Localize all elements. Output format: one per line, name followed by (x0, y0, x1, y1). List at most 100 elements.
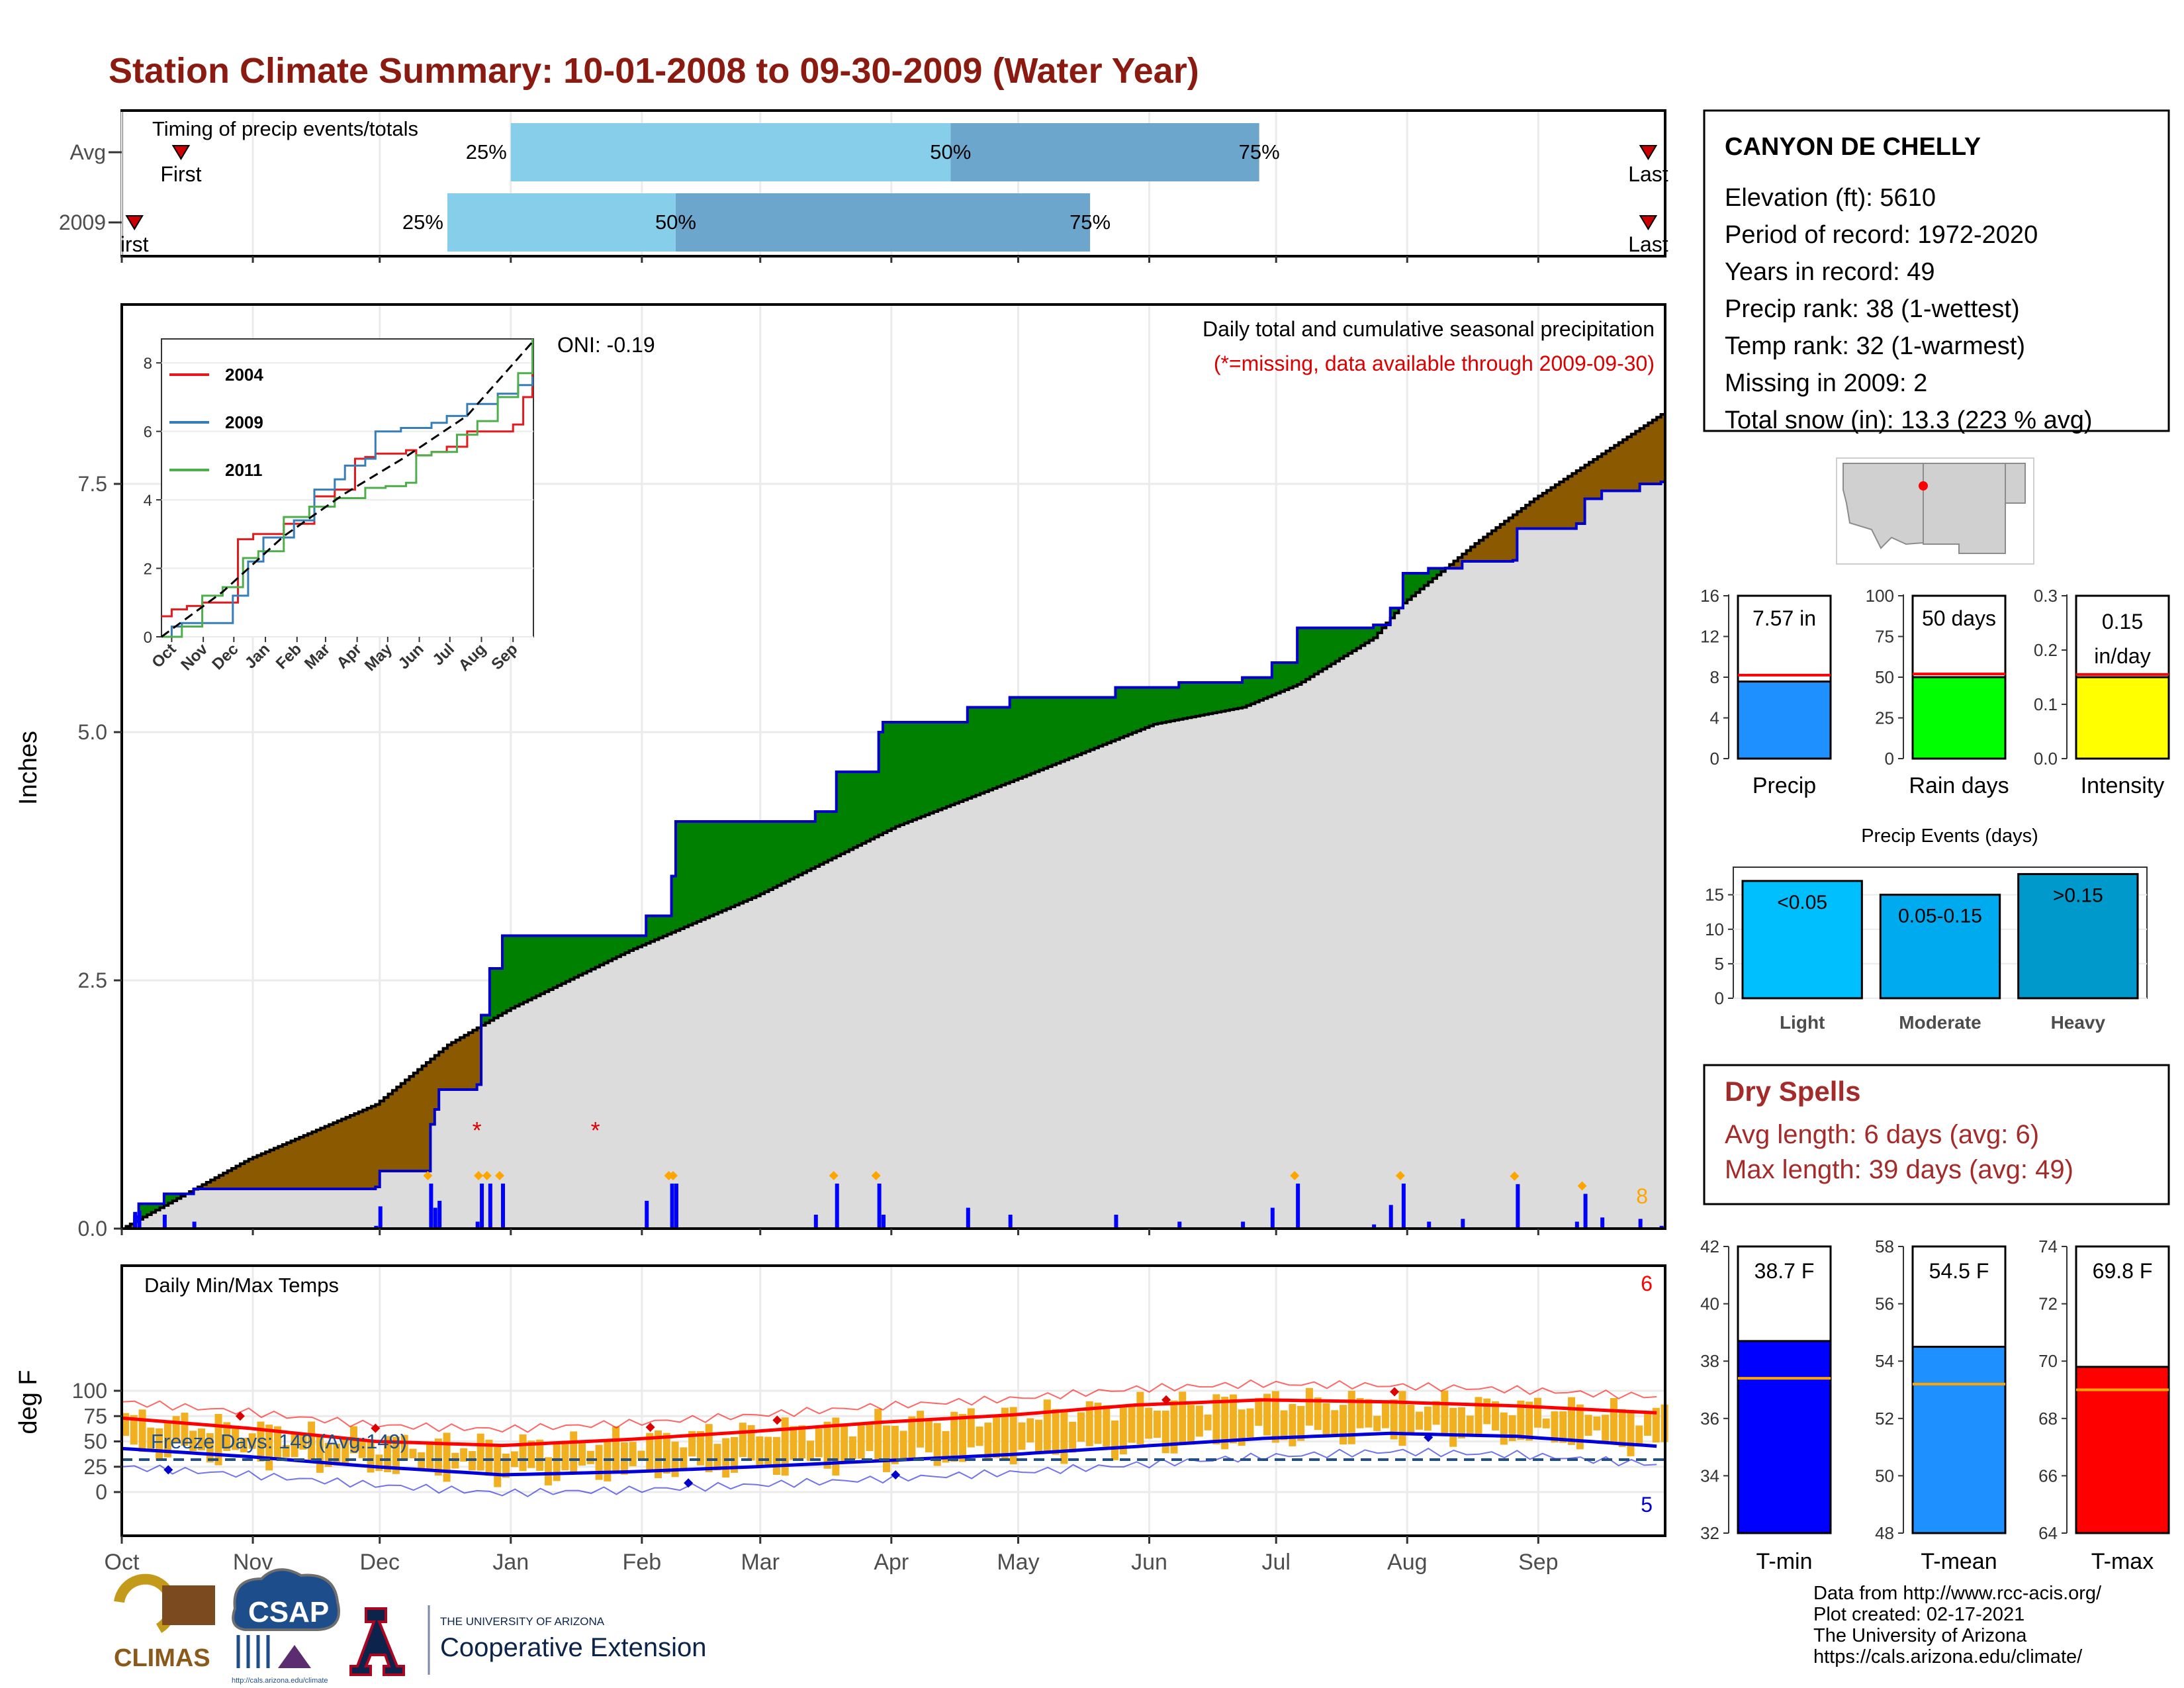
temp-daily-bar-188 (917, 1411, 925, 1448)
temp-daily-bar-318 (1466, 1415, 1474, 1435)
temp-record-marker-7 (684, 1478, 694, 1488)
dry-spells-title: Dry Spells (1725, 1076, 1860, 1107)
precip-daily-bar-8 (429, 1184, 433, 1229)
mini-bar-ytick-label-rain-days-1: 25 (1875, 708, 1894, 728)
inset-ytick-label-1: 2 (144, 561, 152, 579)
temp-bar-label-t-max: T-max (2091, 1549, 2154, 1574)
temp-daily-bar-92 (510, 1451, 518, 1468)
temp-daily-bar-262 (1229, 1394, 1237, 1444)
precip-daily-bar-17 (674, 1184, 678, 1229)
timing-row-label-avg: Avg (69, 140, 106, 164)
temp-daily-bar-142 (722, 1438, 730, 1478)
mini-bar-ytick-label-intensity-1: 0.1 (2034, 694, 2058, 714)
precip-daily-bar-15 (645, 1201, 649, 1229)
mini-bar-label-rain-days: Rain days (1909, 773, 2009, 798)
temp-daily-bar-324 (1492, 1401, 1500, 1430)
temp-daily-bar-356 (1627, 1409, 1635, 1456)
temp-daily-bar-294 (1365, 1399, 1373, 1428)
temp-daily-bar-282 (1314, 1397, 1322, 1430)
temp-daily-bar-228 (1085, 1401, 1093, 1446)
temp-daily-bar-148 (747, 1425, 755, 1461)
temp-daily-bar-84 (477, 1433, 484, 1471)
temp-daily-bar-68 (409, 1448, 417, 1459)
precip-below-normal-area-4 (1445, 414, 1665, 569)
temp-daily-bar-172 (848, 1436, 856, 1460)
precip-below-normal-area-2 (198, 1027, 482, 1189)
temp-daily-bar-304 (1407, 1405, 1415, 1433)
month-label-dec: Dec (359, 1550, 399, 1575)
dry-spells-avg: Avg length: 6 days (avg: 6) (1725, 1120, 2039, 1149)
temp-daily-bar-306 (1416, 1411, 1424, 1430)
temp-daily-bar-100 (544, 1457, 552, 1485)
temp-daily-bar-52 (341, 1437, 349, 1466)
temp-daily-bar-88 (494, 1446, 502, 1487)
inset-ytick-label-2: 4 (144, 492, 152, 510)
temp-daily-bar-240 (1136, 1391, 1144, 1444)
temp-daily-bar-312 (1441, 1390, 1449, 1436)
station-info-box: CANYON DE CHELLY Elevation (ft): 5610 Per… (1703, 109, 2170, 434)
precip-above-normal-area-2 (481, 625, 1387, 1025)
min-record-count: 5 (1641, 1493, 1653, 1517)
temp-daily-bar-260 (1221, 1397, 1229, 1450)
temp-daily-bar-138 (705, 1424, 713, 1473)
temp-daily-bar-342 (1568, 1397, 1576, 1445)
temp-daily-bar-254 (1195, 1405, 1203, 1437)
temp-daily-bar-248 (1170, 1400, 1178, 1454)
precip-events-chart: Precip Events (days) 0 5 10 15 <0.05 Light 0.0… (1705, 825, 2148, 1033)
mini-bar-ytick-label-intensity-3: 0.3 (2034, 586, 2058, 606)
temp-daily-bar-146 (739, 1423, 747, 1458)
temp-daily-bar-32 (257, 1421, 265, 1462)
timing-first-marker-2009 (125, 215, 144, 230)
temp-bar-label-t-min: T-min (1756, 1549, 1813, 1574)
month-label-aug: Aug (1387, 1550, 1428, 1575)
mini-bar-ytick-label-intensity-2: 0.2 (2034, 640, 2058, 660)
temp-daily-bar-338 (1551, 1411, 1559, 1443)
temp-daily-bar-182 (891, 1425, 899, 1464)
footer-line-2: The University of Arizona (1813, 1625, 2027, 1646)
location-map (1836, 457, 2034, 565)
precip-event-count: 8 (1636, 1184, 1648, 1208)
timing-last-marker-2009 (1639, 215, 1658, 230)
temp-daily-bar-110 (586, 1450, 594, 1464)
station-info-line-6: Total snow (in): 13.3 (223 % avg) (1725, 406, 2093, 434)
precip-events-ytick-label-2: 10 (1705, 919, 1724, 939)
temp-daily-bar-104 (561, 1440, 569, 1471)
temp-daily-bar-160 (798, 1425, 806, 1459)
temp-daily-bar-276 (1289, 1403, 1297, 1446)
ua-block-a-icon (349, 1607, 405, 1676)
temp-daily-bar-352 (1610, 1397, 1617, 1443)
temp-daily-bar-360 (1644, 1411, 1652, 1436)
mini-bar-intensity (2075, 676, 2170, 760)
temp-daily-bar-50 (333, 1443, 341, 1466)
temp-daily-bar-22 (214, 1413, 222, 1466)
precip-daily-bar-32 (1427, 1221, 1432, 1229)
temp-daily-bar-196 (950, 1411, 958, 1462)
timing-bar-50-75-2009 (675, 193, 1091, 252)
temp-daily-bar-4 (138, 1409, 146, 1452)
temp-bar-ytick-label-t-min-4: 40 (1700, 1294, 1719, 1314)
temp-daily-bar-12 (172, 1416, 180, 1443)
precip-heavy-event-marker-31 (1395, 1171, 1405, 1180)
precip-daily-bar-38 (1600, 1217, 1605, 1229)
mini-bar-ytick-label-rain-days-4: 100 (1866, 586, 1894, 606)
temp-daily-bar-326 (1500, 1412, 1508, 1445)
temp-daily-bar-184 (899, 1430, 907, 1461)
temp-daily-bar-178 (874, 1409, 882, 1461)
temp-daily-bar-256 (1204, 1414, 1212, 1430)
precip-panel-frame (120, 303, 1666, 1230)
precip-daily-bar-24 (1114, 1215, 1118, 1229)
temp-bar-label-t-mean: T-mean (1921, 1549, 1997, 1574)
precip-daily-bar-13 (488, 1184, 492, 1229)
temp-daily-bar-224 (1069, 1421, 1077, 1453)
temp-daily-bar-208 (1001, 1407, 1009, 1460)
temp-record-marker-0 (235, 1411, 245, 1421)
temp-daily-bar-28 (240, 1438, 248, 1452)
temp-ytick-label-4: 100 (72, 1379, 107, 1403)
csap-cloud-icon (232, 1568, 340, 1631)
inset-average-line (161, 341, 533, 638)
temp-daily-bar-136 (696, 1430, 704, 1466)
temp-daily-bar-166 (823, 1421, 831, 1469)
month-label-jun: Jun (1131, 1550, 1167, 1575)
temp-daily-bar-56 (358, 1440, 366, 1458)
